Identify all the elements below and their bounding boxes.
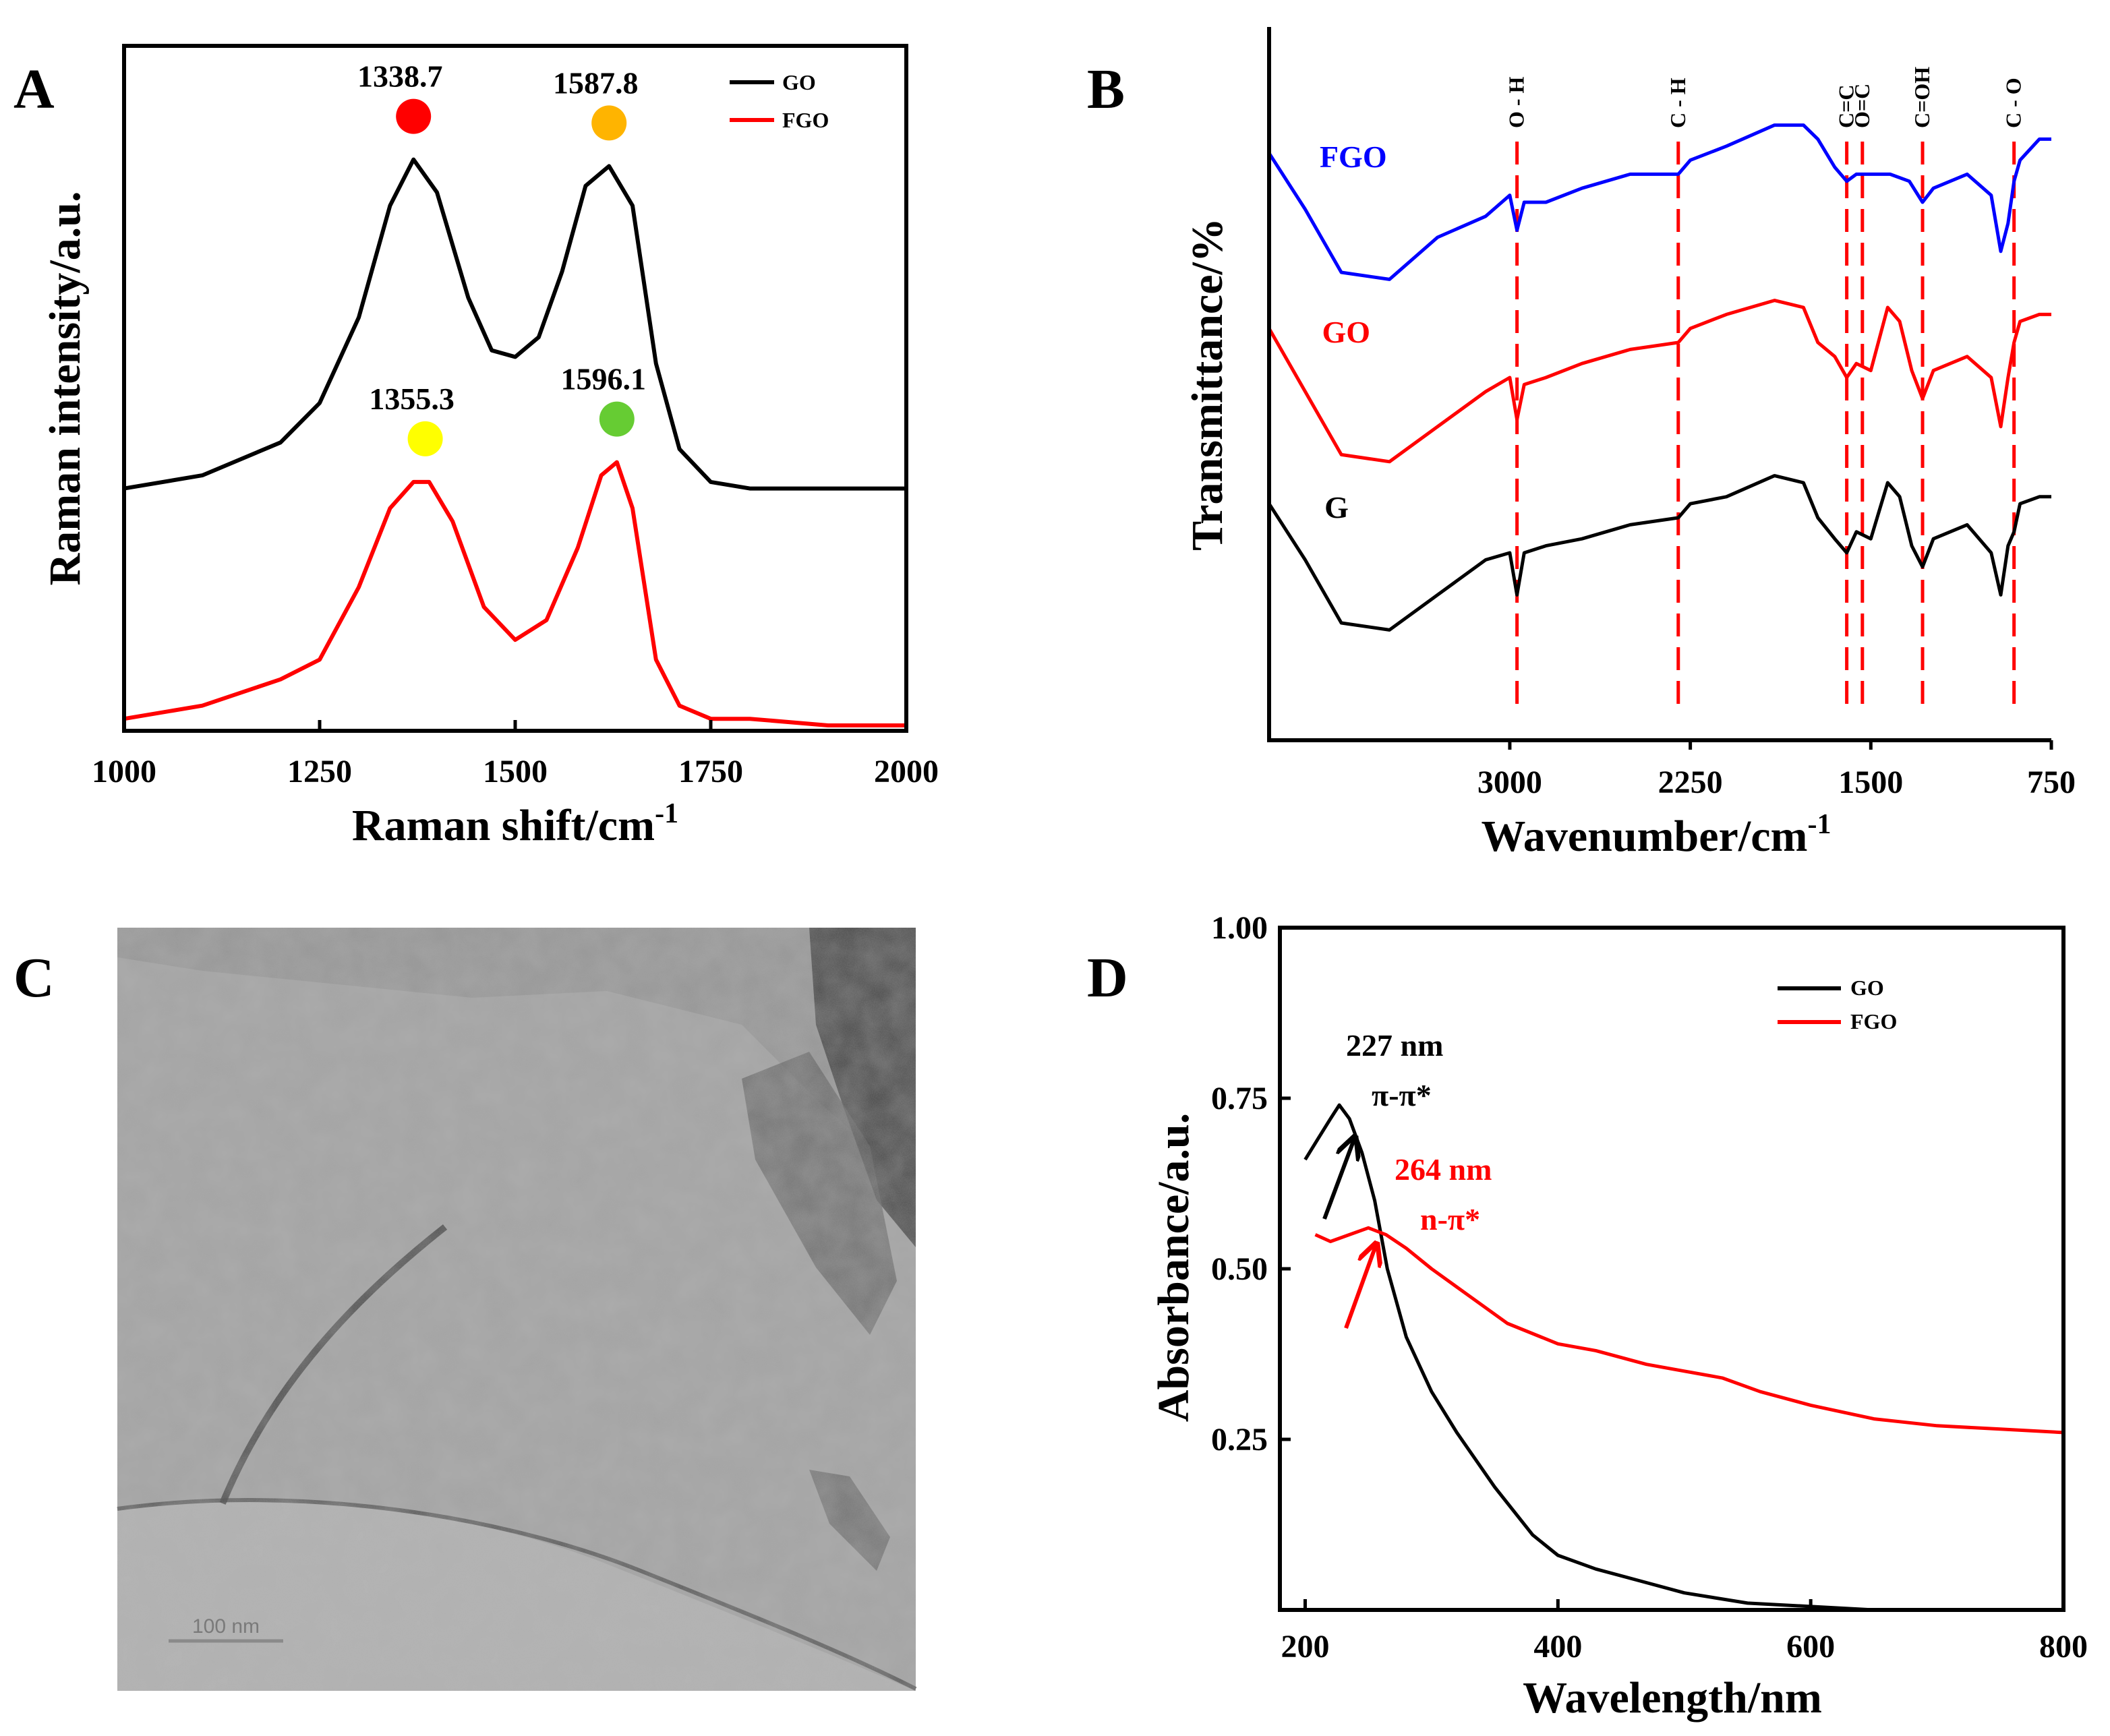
scale-bar-label: 100 nm (192, 1615, 260, 1638)
panel-letter-c: C (13, 947, 55, 1009)
uvvis-y-axis-label: Absorbance/a.u. (1149, 1113, 1198, 1422)
uvvis-legend: GO FGO (1778, 976, 1897, 1034)
peak-dot (591, 105, 627, 141)
ftir-y-axis-label: Transmittance/% (1183, 218, 1232, 551)
curve-label-fgo: FGO (1320, 140, 1387, 174)
bond-label: C - O (2001, 78, 2026, 128)
y-tick-label: 0.75 (1211, 1081, 1268, 1116)
series-line-go (123, 157, 906, 491)
peak-label: 1587.8 (553, 65, 639, 100)
annotation-go-transition: π-π* (1372, 1078, 1432, 1112)
ftir-chart: O - H C - H C=CO=C C=OH C - O 3000 2250 1500 75… (1183, 27, 2076, 861)
x-tick-label: 1500 (483, 754, 548, 789)
x-tick-label: 1500 (1838, 765, 1903, 800)
peak-label: 1338.7 (357, 59, 443, 94)
x-tick-label: 200 (1281, 1629, 1329, 1665)
x-tick-label: 1750 (678, 754, 743, 789)
panel-letter-d: D (1087, 947, 1128, 1009)
panel-letter-a: A (13, 58, 55, 121)
peak-dot (396, 98, 432, 134)
ftir-axes (1267, 27, 2051, 742)
bond-label: C - H (1666, 78, 1690, 128)
ftir-x-axis-label: Wavenumber/cm-1 (1482, 809, 1831, 861)
uvvis-plot-frame (1278, 926, 2065, 1612)
raman-x-ticks: 1000 1250 1500 1750 2000 (92, 720, 939, 789)
bond-label: O - H (1504, 76, 1529, 128)
uvvis-annotations: 227 nm π-π* 264 nm n-π* (1322, 1028, 1492, 1329)
uvvis-series-group (1303, 1103, 2064, 1612)
ftir-curve-labels: FGO GO G (1320, 140, 1387, 525)
bond-label: O=C (1850, 84, 1874, 128)
x-tick-label: 750 (2027, 765, 2076, 800)
x-tick-label: 600 (1786, 1629, 1835, 1665)
arrow-fgo (1344, 1246, 1376, 1329)
peak-label: 1596.1 (561, 362, 647, 396)
series-line-fgo (1267, 123, 2051, 281)
x-tick-label: 1250 (287, 754, 352, 789)
x-tick-label: 3000 (1477, 765, 1542, 800)
annotation-fgo-transition: n-π* (1420, 1202, 1480, 1236)
peak-dot (599, 401, 635, 437)
y-tick-label: 1.00 (1211, 910, 1268, 946)
legend-label-fgo: FGO (782, 108, 829, 132)
raman-y-axis-label: Raman intensity/a.u. (40, 191, 90, 586)
raman-legend: GO FGO (730, 70, 829, 132)
annotation-fgo-peak: 264 nm (1395, 1152, 1492, 1187)
ftir-series-group (1267, 123, 2051, 632)
uvvis-chart: 200 400 600 800 0.25 0.50 0.75 1.00 GO FGO 227 … (1149, 910, 2088, 1723)
arrow-go (1322, 1139, 1354, 1220)
x-tick-label: 1000 (92, 754, 156, 789)
series-line-go (1303, 1103, 1875, 1612)
peak-label: 1355.3 (369, 382, 455, 416)
tem-image: 100 nm (117, 928, 917, 1691)
curve-label-go: GO (1322, 315, 1371, 349)
legend-label-go: GO (782, 70, 816, 94)
panel-letter-b: B (1087, 58, 1125, 121)
raman-x-axis-label: Raman shift/cm-1 (352, 798, 678, 850)
ftir-bond-lines: O - H C - H C=CO=C C=OH C - O (1504, 67, 2026, 715)
series-line-fgo (1314, 1226, 2064, 1435)
series-line-g (1267, 474, 2051, 632)
x-tick-label: 800 (2039, 1629, 2088, 1665)
raman-series-group (123, 157, 906, 727)
y-tick-label: 0.50 (1211, 1251, 1268, 1287)
legend-label-go: GO (1850, 976, 1884, 1000)
legend-label-fgo: FGO (1850, 1009, 1897, 1034)
uvvis-x-axis-label: Wavelength/nm (1523, 1673, 1822, 1723)
x-tick-label: 2250 (1658, 765, 1723, 800)
tem-grain (117, 928, 916, 1691)
bond-label: C=C (1834, 85, 1858, 128)
curve-label-g: G (1324, 490, 1349, 525)
x-tick-label: 2000 (874, 754, 939, 789)
raman-chart: 1000 1250 1500 1750 2000 1338.7 1587.81355.31… (40, 44, 939, 850)
ftir-x-ticks: 3000 2250 1500 750 (1477, 740, 2076, 800)
bond-label: C=OH (1910, 67, 1934, 128)
raman-peak-annotations: 1338.7 1587.8 1355.3 1596.1 (357, 59, 646, 456)
x-tick-label: 400 (1533, 1629, 1582, 1665)
annotation-go-peak: 227 nm (1346, 1028, 1443, 1062)
series-line-fgo (123, 460, 906, 727)
peak-dot (407, 421, 443, 456)
raman-plot-frame (122, 44, 908, 733)
series-line-go (1267, 299, 2051, 464)
uvvis-ticks: 200 400 600 800 0.25 0.50 0.75 1.00 (1211, 910, 2088, 1665)
y-tick-label: 0.25 (1211, 1422, 1268, 1458)
